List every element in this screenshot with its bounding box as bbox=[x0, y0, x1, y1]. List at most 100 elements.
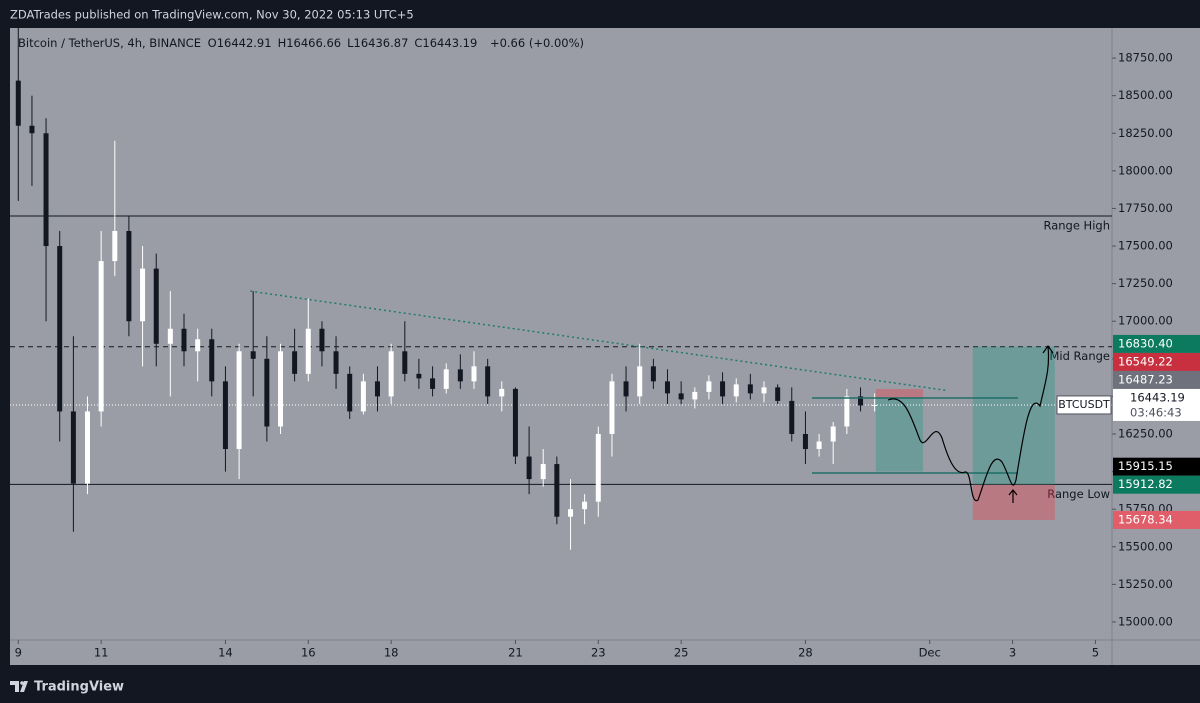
price-label: 15912.82 bbox=[1118, 477, 1173, 491]
candle-body bbox=[181, 328, 187, 352]
position-risk bbox=[875, 389, 924, 399]
candle-body bbox=[57, 246, 63, 412]
x-tick-label: 9 bbox=[15, 646, 22, 660]
x-tick-label: 11 bbox=[94, 646, 109, 660]
last-price-box bbox=[1113, 388, 1200, 421]
candle-body bbox=[29, 125, 35, 134]
candle-body bbox=[720, 381, 726, 397]
candle-body bbox=[733, 384, 739, 397]
candle-body bbox=[347, 373, 353, 412]
candle-body bbox=[126, 230, 132, 322]
price-label-box bbox=[1113, 370, 1200, 389]
candle-body bbox=[264, 358, 270, 427]
candle-body bbox=[167, 328, 173, 344]
candle-body bbox=[278, 351, 284, 427]
x-tick-label: 3 bbox=[1009, 646, 1016, 660]
candle-body bbox=[292, 351, 298, 374]
ohlc-key: H bbox=[277, 36, 287, 50]
ohlc-key: L bbox=[347, 36, 354, 50]
candle-body bbox=[485, 366, 491, 397]
price-label-box bbox=[1113, 352, 1200, 371]
level-label: Mid Range bbox=[1049, 349, 1110, 363]
y-tick-label: 18000.00 bbox=[1118, 163, 1173, 177]
countdown: 03:46:43 bbox=[1130, 405, 1182, 419]
candle-body bbox=[526, 456, 532, 480]
y-tick-label: 17250.00 bbox=[1118, 276, 1173, 290]
ohlc-value: 16466.66 bbox=[286, 36, 342, 50]
price-label: 15915.15 bbox=[1118, 459, 1173, 473]
price-label: 16830.40 bbox=[1118, 336, 1173, 350]
candle-body bbox=[609, 381, 615, 434]
trendline bbox=[250, 290, 947, 392]
candle-body bbox=[305, 328, 311, 374]
candle-body bbox=[112, 230, 118, 262]
x-tick-label: 18 bbox=[384, 646, 399, 660]
candle-body bbox=[471, 366, 477, 382]
price-label: 16549.22 bbox=[1118, 354, 1173, 368]
candle-body bbox=[84, 411, 90, 484]
candle-body bbox=[250, 351, 256, 359]
ohlc: O16442.91 H16466.66 L16436.87 C16443.19 bbox=[208, 36, 484, 50]
symbol-box bbox=[1056, 395, 1112, 415]
y-tick-label: 18750.00 bbox=[1118, 51, 1173, 65]
y-tick-label: 16250.00 bbox=[1118, 426, 1173, 440]
price-label: 16487.23 bbox=[1118, 372, 1173, 386]
x-tick-label: 23 bbox=[591, 646, 606, 660]
x-tick-label: 5 bbox=[1092, 646, 1099, 660]
symbol-title: Bitcoin / TetherUS, 4h, BINANCE bbox=[18, 36, 201, 50]
candle-body bbox=[416, 373, 422, 379]
candle-body bbox=[140, 268, 146, 322]
candle-body bbox=[816, 441, 822, 450]
candle-body bbox=[333, 351, 339, 374]
projection-path bbox=[887, 345, 1050, 502]
candle-body bbox=[499, 388, 505, 397]
candle-body bbox=[209, 339, 215, 382]
y-tick-label: 18250.00 bbox=[1118, 126, 1173, 140]
up-arrow bbox=[1008, 489, 1018, 503]
candle-body bbox=[457, 369, 463, 382]
x-tick-label: Dec bbox=[919, 646, 941, 660]
candle-body bbox=[540, 464, 546, 480]
candle-body bbox=[568, 509, 574, 517]
price-label-box bbox=[1113, 334, 1200, 353]
y-tick-label: 15250.00 bbox=[1118, 577, 1173, 591]
x-tick-label: 25 bbox=[674, 646, 689, 660]
last-price-label: 16443.19 bbox=[1130, 390, 1185, 404]
candle-body bbox=[430, 378, 436, 389]
candle-body bbox=[789, 400, 795, 434]
candle-body bbox=[374, 381, 380, 397]
candle-body bbox=[802, 433, 808, 450]
candle-body bbox=[236, 351, 242, 450]
candle-body bbox=[443, 369, 449, 389]
price-label-box bbox=[1113, 457, 1200, 476]
candle-body bbox=[872, 404, 878, 406]
brand-logo bbox=[10, 681, 28, 692]
candle-body bbox=[43, 133, 49, 247]
header: ZDATrades published on TradingView.com, … bbox=[10, 8, 414, 22]
position-reward bbox=[972, 346, 1055, 485]
ohlc-value: 16442.91 bbox=[216, 36, 272, 50]
candle-body bbox=[222, 381, 228, 450]
ohlc-value: 16436.87 bbox=[353, 36, 409, 50]
candle-body bbox=[98, 261, 104, 412]
candle-body bbox=[512, 388, 518, 457]
candle-body bbox=[388, 351, 394, 397]
candle-body bbox=[678, 393, 684, 400]
candle-body bbox=[70, 411, 76, 484]
y-tick-label: 17750.00 bbox=[1118, 201, 1173, 215]
x-tick-label: 16 bbox=[301, 646, 316, 660]
candle-body bbox=[664, 381, 670, 394]
candle-body bbox=[775, 387, 781, 401]
y-tick-label: 15000.00 bbox=[1118, 614, 1173, 628]
candle-body bbox=[747, 384, 753, 394]
level-label: Range High bbox=[1043, 218, 1110, 232]
arrow-head bbox=[1042, 344, 1054, 354]
candle-body bbox=[761, 387, 767, 394]
candle-body bbox=[623, 381, 629, 397]
candle-body bbox=[153, 268, 159, 344]
x-tick-label: 28 bbox=[798, 646, 813, 660]
candle-body bbox=[650, 366, 656, 382]
ohlc-key: O bbox=[207, 36, 217, 50]
x-tick-label: 14 bbox=[218, 646, 233, 660]
